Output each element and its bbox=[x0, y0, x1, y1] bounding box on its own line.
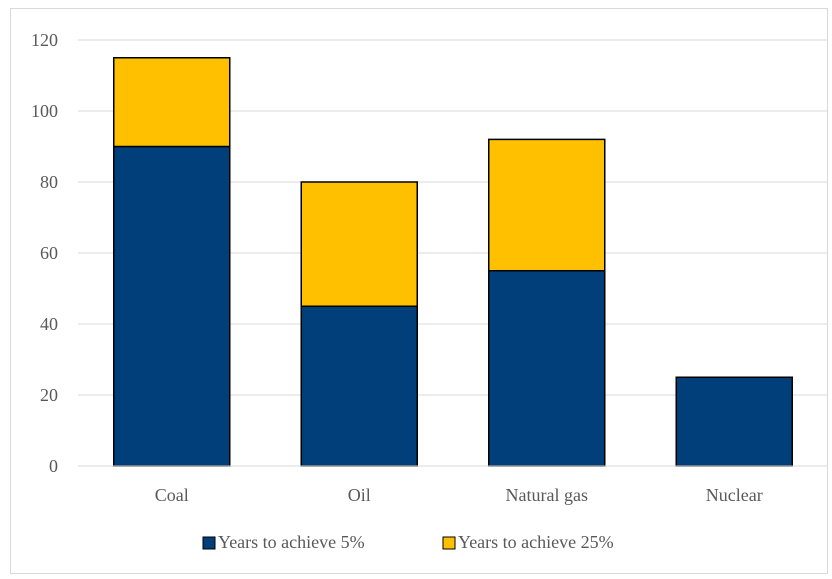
legend-label: Years to achieve 5% bbox=[218, 532, 365, 552]
category-label: Coal bbox=[155, 485, 189, 505]
legend-swatch bbox=[442, 536, 456, 550]
y-tick-label: 40 bbox=[40, 314, 58, 334]
y-tick-label: 120 bbox=[31, 30, 58, 50]
bar-years-5pct-nuclear bbox=[675, 376, 793, 467]
bar-years-25pct-natural-gas bbox=[488, 138, 606, 272]
y-tick-label: 0 bbox=[49, 456, 58, 476]
bar-years-5pct-oil bbox=[300, 305, 418, 467]
y-tick-label: 80 bbox=[40, 172, 58, 192]
bar-years-5pct-natural-gas bbox=[488, 270, 606, 467]
legend-label: Years to achieve 25% bbox=[458, 532, 614, 552]
bar-years-25pct-oil bbox=[300, 181, 418, 307]
bar-years-25pct-coal bbox=[113, 57, 231, 148]
bar-years-5pct-coal bbox=[113, 145, 231, 467]
category-label: Oil bbox=[348, 485, 371, 505]
category-label: Natural gas bbox=[506, 485, 588, 505]
legend-swatch bbox=[202, 536, 216, 550]
y-tick-label: 20 bbox=[40, 385, 58, 405]
y-tick-label: 60 bbox=[40, 243, 58, 263]
y-axis-tick-labels: 0 20 40 60 80 100 120 bbox=[31, 30, 58, 476]
x-axis-category-labels: Coal Oil Natural gas Nuclear bbox=[155, 485, 763, 505]
category-label: Nuclear bbox=[706, 485, 763, 505]
legend: Years to achieve 5% Years to achieve 25% bbox=[202, 532, 614, 552]
bars bbox=[113, 57, 793, 467]
y-tick-label: 100 bbox=[31, 101, 58, 121]
